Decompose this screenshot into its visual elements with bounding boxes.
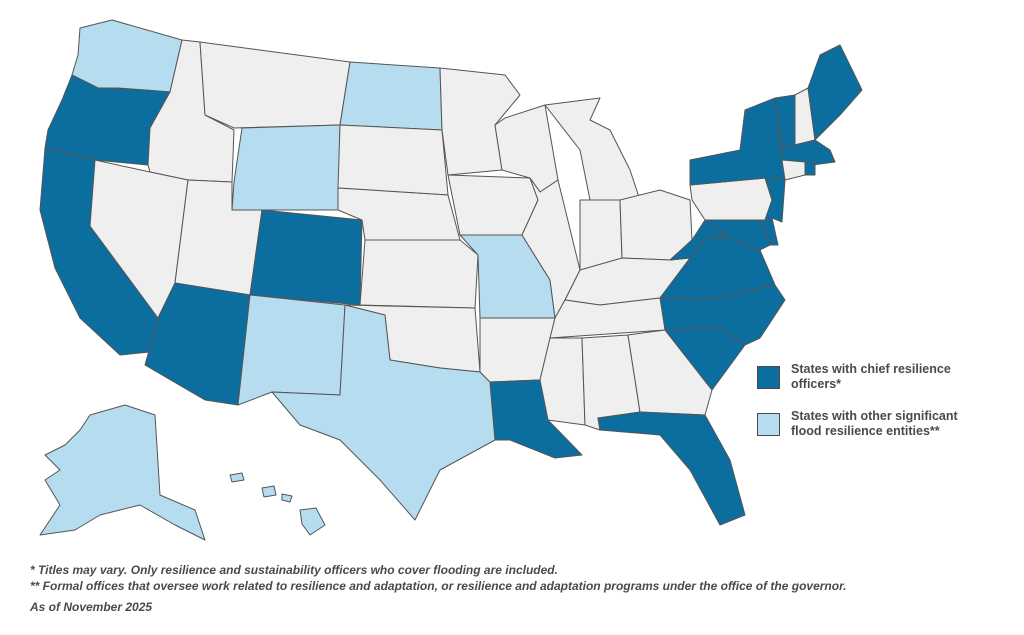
- map-legend: States with chief resilience officers* S…: [757, 362, 1007, 456]
- state-MS: [539, 337, 586, 426]
- footnote-formal-offices: ** Formal offices that oversee work rela…: [30, 579, 847, 593]
- state-CT: [781, 159, 806, 181]
- state-ME: [807, 44, 863, 141]
- footnotes: * Titles may vary. Only resilience and s…: [30, 562, 1020, 615]
- state-CO: [249, 209, 363, 306]
- legend-label-chief: States with chief resilience officers*: [791, 362, 951, 391]
- legend-label-other: States with other significant flood resi…: [791, 409, 958, 438]
- state-HI: [229, 472, 326, 536]
- state-MT: [199, 41, 351, 129]
- legend-item-chief: States with chief resilience officers*: [757, 362, 1007, 392]
- state-KS: [359, 239, 479, 309]
- legend-swatch-other: [757, 413, 780, 436]
- state-FL: [597, 411, 746, 526]
- state-SD: [337, 124, 449, 196]
- state-NY: [689, 97, 786, 186]
- as-of-date: As of November 2025: [30, 600, 153, 614]
- legend-swatch-chief: [757, 366, 780, 389]
- state-WA: [71, 19, 183, 93]
- state-IA: [447, 174, 539, 236]
- legend-item-other: States with other significant flood resi…: [757, 409, 1007, 439]
- state-NM: [237, 294, 346, 406]
- state-AK: [39, 404, 206, 541]
- footnote-titles: * Titles may vary. Only resilience and s…: [30, 563, 558, 577]
- state-ND: [339, 61, 443, 131]
- us-states-map: [39, 19, 863, 541]
- state-MI: [544, 97, 641, 201]
- state-RI: [804, 161, 816, 176]
- state-WY: [231, 124, 341, 211]
- state-TX: [271, 304, 496, 521]
- state-GA: [627, 329, 713, 416]
